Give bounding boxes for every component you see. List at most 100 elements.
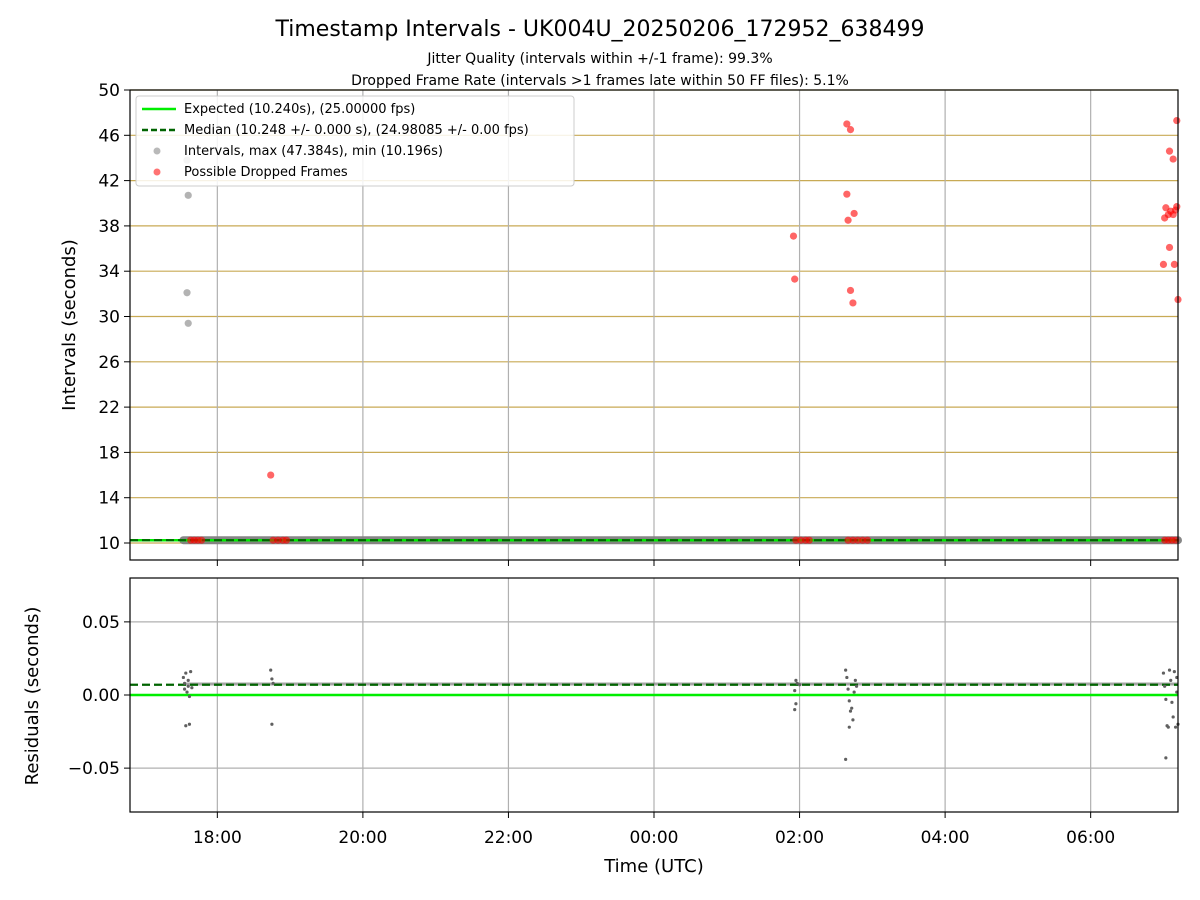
y-tick-label: 38 [98, 217, 120, 237]
dropped-frame-point [1173, 203, 1181, 211]
residual-point [190, 686, 194, 690]
residuals-plot: −0.05 0.00 0.05 18:00 20:00 22:00 00:00 02:00 04… [68, 577, 1180, 848]
residual-point [270, 677, 274, 681]
legend-intervals-label: Intervals, max (47.384s), min (10.196s) [184, 144, 443, 159]
x-tick-label: 20:00 [338, 828, 387, 848]
residual-point [793, 708, 797, 712]
residual-point [794, 702, 798, 706]
residual-point [1164, 697, 1168, 701]
residual-point [854, 684, 859, 688]
residual-point [1167, 668, 1172, 672]
residual-point [853, 678, 857, 682]
residual-point [1166, 725, 1170, 729]
dropped-frame-point [267, 471, 275, 479]
interval-point [184, 191, 192, 199]
x-tick-label: 02:00 [775, 828, 824, 848]
dropped-frame-point [843, 190, 851, 198]
legend-expected-label: Expected (10.240s), (25.00000 fps) [184, 102, 415, 117]
chart-subtitle-jitter: Jitter Quality (intervals within +/-1 fr… [426, 51, 772, 67]
residual-point [1173, 725, 1178, 729]
dropped-frame-point [863, 536, 872, 544]
x-axis-label: Time (UTC) [603, 856, 704, 877]
y-tick-label: 26 [98, 353, 120, 373]
residual-point [181, 675, 185, 680]
residual-point [1170, 700, 1174, 704]
dropped-frame-point [197, 536, 206, 544]
residual-point [846, 687, 850, 691]
y-tick-label: 46 [98, 126, 120, 146]
residual-point [1163, 684, 1167, 688]
y-tick-label: 34 [98, 262, 120, 282]
interval-point [184, 319, 192, 327]
residual-point [271, 681, 275, 685]
y-tick-label: −0.05 [68, 759, 120, 779]
chart-title: Timestamp Intervals - UK004U_20250206_17… [275, 17, 925, 42]
x-tick-label: 06:00 [1066, 828, 1115, 848]
dropped-frame-point [1169, 155, 1177, 163]
residual-point [794, 678, 798, 682]
residual-point [184, 724, 188, 728]
residual-point [797, 683, 802, 687]
x-tick-label: 00:00 [630, 828, 679, 848]
chart-subtitle-dropped: Dropped Frame Rate (intervals >1 frames … [351, 73, 849, 89]
dropped-frame-point [844, 216, 852, 224]
residual-point [1172, 670, 1176, 674]
residual-point [1164, 756, 1168, 760]
y-tick-label: 0.05 [82, 613, 120, 633]
legend-median-label: Median (10.248 +/- 0.000 s), (24.98085 +… [184, 123, 529, 138]
legend-box [135, 95, 575, 187]
residual-point [847, 725, 851, 729]
legend-intervals-marker [153, 147, 161, 155]
dropped-frame-point [843, 120, 851, 128]
residual-point [187, 722, 192, 726]
residual-point [844, 668, 848, 672]
y-tick-label: 50 [98, 81, 120, 101]
dropped-frame-point [791, 275, 799, 283]
residual-point [186, 684, 190, 688]
dropped-frame-point [789, 232, 798, 240]
y-tick-label: 30 [98, 308, 120, 328]
bottom-plot-frame [129, 577, 1179, 813]
residual-point [852, 690, 856, 694]
residual-point [844, 757, 848, 761]
dropped-frame-point [282, 536, 291, 544]
dropped-frame-point [805, 536, 813, 544]
residual-point [184, 671, 188, 675]
legend-dropped-label: Possible Dropped Frames [184, 165, 348, 180]
dropped-frame-point [1165, 147, 1174, 155]
residual-point [269, 668, 273, 672]
residual-point [187, 694, 192, 699]
residual-point [1171, 715, 1175, 719]
y-tick-label: 0.00 [82, 686, 120, 706]
x-tick-label: 18:00 [193, 828, 242, 848]
residual-point [189, 670, 193, 674]
x-tick-label: 04:00 [921, 828, 970, 848]
residual-point [847, 699, 851, 703]
dropped-frame-point [1165, 243, 1174, 252]
dropped-frame-point [1173, 116, 1181, 125]
interval-point [183, 289, 191, 297]
residual-point [793, 689, 797, 693]
top-plot-frame [129, 89, 1179, 561]
x-tick-label: 22:00 [484, 828, 533, 848]
residual-point [795, 681, 799, 685]
bottom-y-axis-label: Residuals (seconds) [22, 607, 43, 786]
intervals-plot: 10 14 18 22 26 30 34 38 42 46 50 [98, 81, 1182, 566]
residual-point [850, 706, 854, 710]
legend-dropped-marker [153, 168, 161, 176]
dropped-frame-point [849, 299, 857, 307]
y-tick-label: 18 [98, 443, 120, 463]
residual-point [185, 690, 189, 694]
residual-point [848, 709, 853, 713]
y-tick-label: 10 [98, 534, 120, 554]
dropped-frame-point [846, 286, 855, 295]
y-tick-label: 42 [98, 172, 120, 192]
residual-point [851, 718, 855, 722]
top-y-axis-label: Intervals (seconds) [59, 239, 80, 411]
y-tick-label: 22 [98, 398, 120, 418]
residual-point [270, 722, 274, 726]
residual-point [186, 678, 190, 682]
residual-point [182, 687, 187, 691]
dropped-frame-point [850, 209, 858, 218]
